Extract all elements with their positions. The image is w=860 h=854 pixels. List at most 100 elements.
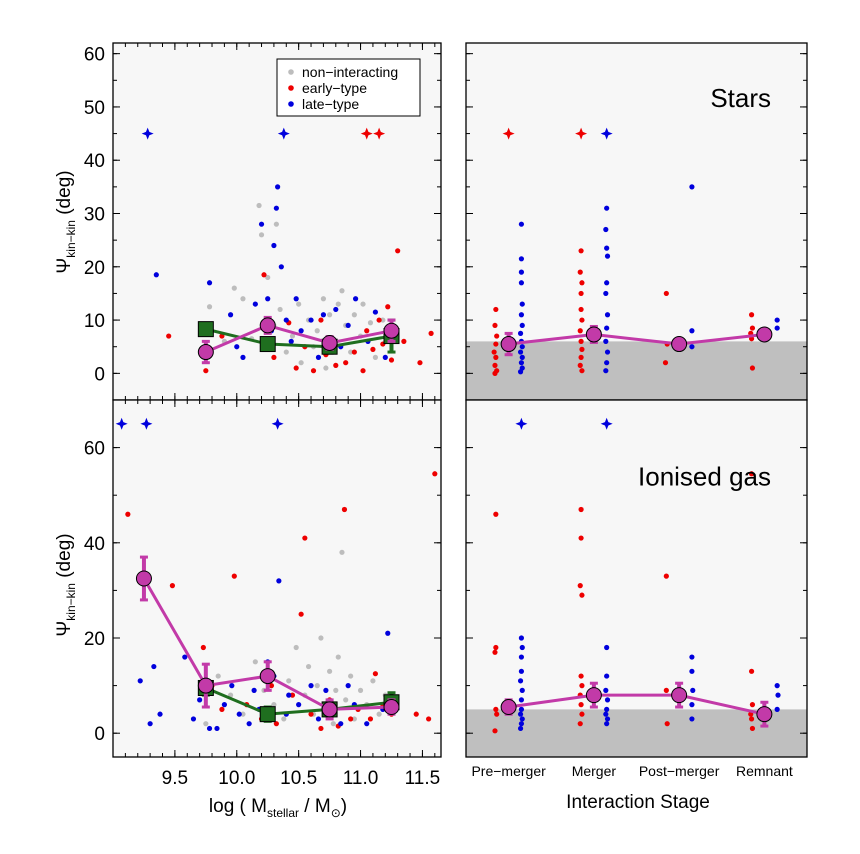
data-point-late-type (519, 344, 525, 350)
data-point-non-interacting (256, 202, 262, 209)
data-point-late-type (283, 317, 289, 323)
data-point-non-interacting (327, 668, 333, 674)
data-point-late-type (372, 309, 378, 315)
data-point-late-type (206, 280, 213, 286)
data-point-early-type (491, 349, 497, 355)
data-point-late-type (518, 360, 525, 366)
data-point-early-type (578, 506, 584, 513)
data-point-early-type (343, 360, 349, 366)
data-point-early-type (308, 711, 314, 717)
data-point-non-interacting (339, 288, 345, 294)
outlier-marker-late-type (115, 417, 128, 430)
data-point-early-type (578, 354, 584, 360)
data-point-early-type (271, 354, 277, 360)
data-point-late-type (278, 264, 284, 270)
data-point-non-interacting (283, 349, 289, 355)
median-marker-circle (671, 336, 688, 353)
outlier-marker-early-type (373, 127, 386, 140)
data-point-early-type (579, 280, 585, 286)
data-point-late-type (690, 687, 696, 693)
x-label-subscript: stellar (267, 806, 299, 820)
data-point-early-type (376, 317, 382, 323)
x-tick-label: 10.0 (218, 768, 255, 789)
data-point-late-type (221, 702, 227, 708)
outlier-marker-early-type (360, 127, 373, 140)
data-point-early-type (749, 702, 756, 708)
panel-gas-mass: 0 20 40 60 9.5 10.0 10.5 11.0 11.5 (84, 399, 442, 789)
y-axis-label-unit: (deg) (54, 170, 75, 220)
data-point-late-type (227, 312, 234, 318)
data-point-late-type (519, 716, 525, 722)
data-point-late-type (518, 269, 525, 275)
data-point-early-type (579, 711, 585, 717)
data-point-late-type (603, 338, 609, 344)
data-point-late-type (182, 654, 188, 660)
median-marker-circle (671, 687, 688, 704)
data-point-non-interacting (240, 711, 246, 717)
data-point-early-type (293, 365, 299, 371)
data-point-non-interacting (351, 312, 357, 318)
data-point-late-type (519, 644, 525, 651)
data-point-non-interacting (293, 644, 299, 651)
data-point-non-interacting (351, 716, 357, 722)
data-point-late-type (333, 306, 339, 313)
data-point-early-type (748, 312, 755, 318)
data-point-early-type (493, 511, 499, 517)
x-label-subscript: ⊙ (331, 806, 341, 820)
data-point-non-interacting (367, 320, 374, 326)
data-point-non-interacting (343, 697, 349, 703)
data-point-late-type (519, 322, 525, 329)
data-point-early-type (333, 362, 339, 368)
data-point-early-type (578, 673, 584, 679)
data-point-early-type (364, 328, 370, 334)
data-point-late-type (345, 683, 351, 689)
data-point-early-type (273, 721, 279, 727)
data-point-late-type (774, 683, 780, 689)
data-point-late-type (774, 706, 780, 713)
data-point-early-type (432, 471, 438, 477)
median-marker-circle (197, 677, 214, 694)
legend-entry: early−type (302, 80, 367, 96)
y-tick-label: 50 (84, 98, 105, 119)
data-point-non-interacting (357, 687, 364, 693)
data-point-late-type (604, 697, 611, 703)
data-point-early-type (426, 716, 432, 722)
data-point-non-interacting (281, 716, 287, 722)
panel-stars-stage: Stars (465, 42, 808, 401)
data-point-early-type (578, 290, 584, 297)
data-point-late-type (689, 668, 695, 674)
y-tick-label: 0 (94, 364, 105, 385)
data-point-late-type (604, 349, 611, 355)
data-point-late-type (604, 325, 610, 331)
data-point-late-type (518, 312, 525, 318)
axis-labels: Ψkin−kin (deg)Ψkin−kin (deg)log ( Mstell… (54, 170, 710, 820)
data-point-early-type (289, 692, 296, 698)
data-point-late-type (147, 721, 153, 727)
data-point-late-type (604, 721, 610, 727)
data-point-late-type (518, 256, 525, 262)
panel-gas-stage: Pre−merger Merger Post−merger Remnant Ionise… (465, 399, 808, 779)
data-point-late-type (234, 344, 240, 350)
data-point-early-type (663, 290, 669, 297)
data-point-late-type (604, 673, 610, 679)
data-point-early-type (360, 368, 366, 374)
median-line (508, 693, 765, 716)
data-point-early-type (200, 644, 206, 651)
data-point-late-type (774, 317, 780, 323)
median-marker-circle (756, 706, 773, 723)
data-point-late-type (517, 369, 524, 375)
data-point-late-type (364, 721, 370, 727)
median-marker-circle (756, 326, 773, 343)
data-point-late-type (251, 687, 257, 693)
median-line (205, 327, 392, 349)
data-point-late-type (286, 692, 292, 698)
data-point-late-type (519, 354, 525, 360)
data-point-non-interacting (314, 328, 320, 334)
data-point-late-type (190, 716, 197, 722)
data-point-late-type (604, 205, 610, 211)
data-point-late-type (298, 328, 304, 334)
outlier-marker-early-type (575, 127, 588, 140)
data-point-late-type (385, 630, 391, 636)
y-axis-label-symbol: Ψ (54, 621, 75, 637)
